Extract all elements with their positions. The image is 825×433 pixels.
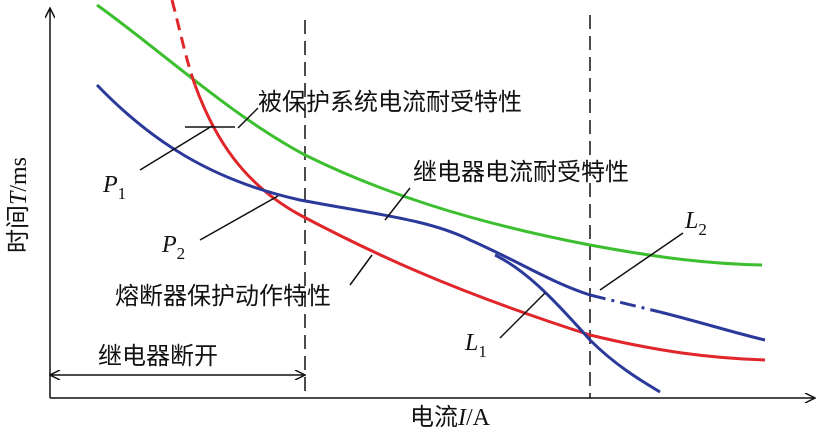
- fuse-curve-dashed: [170, 0, 197, 86]
- fuse-label: 熔断器保护动作特性: [115, 283, 331, 310]
- fuse-curve: [193, 84, 766, 362]
- relay-curve: [95, 83, 591, 297]
- relay-label: 继电器电流耐受特性: [413, 159, 629, 186]
- relay-open-label: 继电器断开: [98, 343, 218, 370]
- leaders: [139, 107, 684, 339]
- relay-curve-dashdot: [589, 293, 661, 314]
- l1-label: L1: [464, 330, 487, 361]
- relay-branch: [494, 253, 661, 394]
- x-axis-label: 电流I/A: [410, 404, 491, 431]
- l2-label: L2: [684, 208, 707, 239]
- protected-label: 被保护系统电流耐受特性: [258, 89, 522, 116]
- p1-label: P1: [102, 172, 126, 203]
- p2-label: P2: [161, 232, 185, 263]
- y-axis-label: 时间T/ms: [5, 157, 32, 253]
- relay-curve: [659, 310, 766, 342]
